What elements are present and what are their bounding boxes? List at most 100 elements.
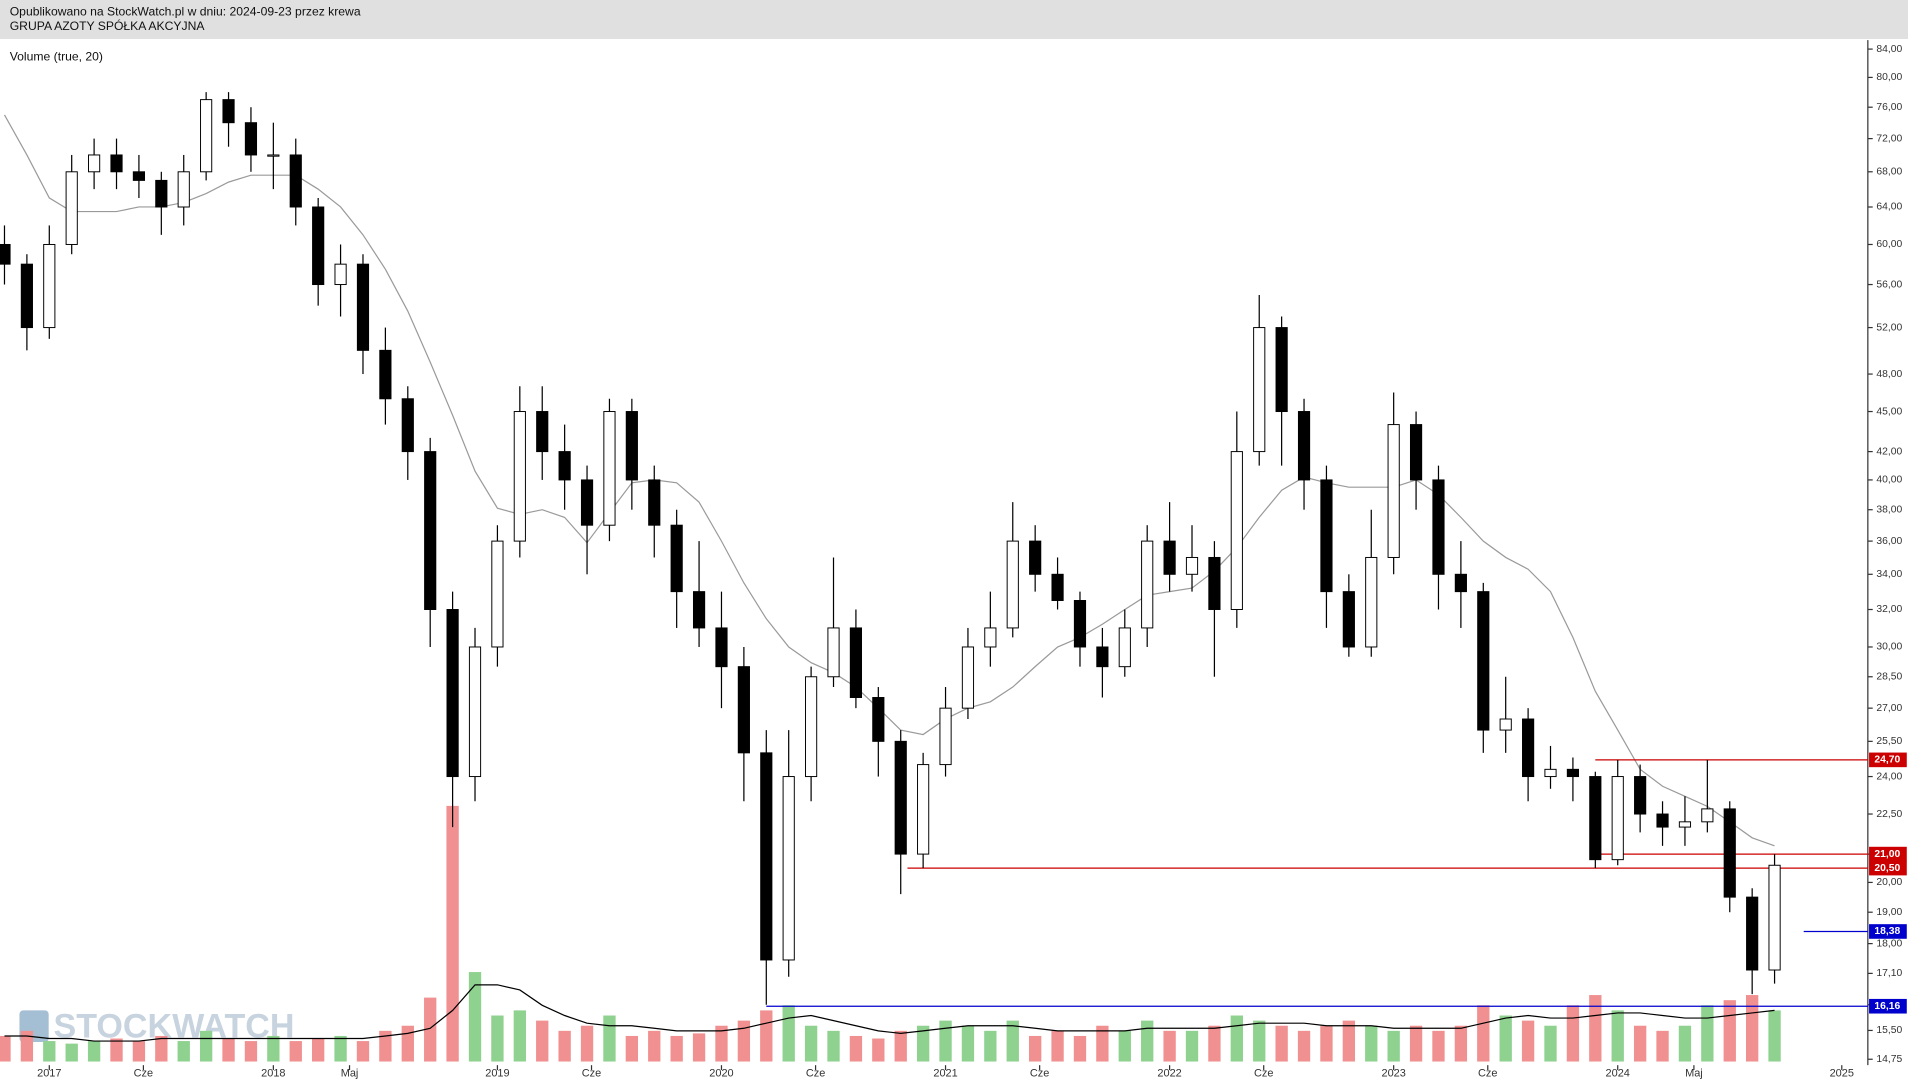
volume-bar bbox=[1051, 1030, 1064, 1062]
y-tick-label: 24,00 bbox=[1876, 771, 1902, 782]
volume-bar bbox=[1006, 1020, 1019, 1062]
volume-bar bbox=[603, 1015, 616, 1062]
candle-body bbox=[1589, 776, 1602, 861]
volume-bar bbox=[558, 1030, 571, 1062]
y-tick-label: 72,00 bbox=[1876, 133, 1902, 144]
volume-bar bbox=[1208, 1025, 1221, 1062]
candle-body bbox=[491, 540, 504, 648]
volume-bar bbox=[267, 1035, 280, 1062]
volume-bar bbox=[177, 1041, 190, 1062]
candle-body bbox=[1432, 479, 1445, 575]
volume-bar bbox=[1253, 1020, 1266, 1062]
volume-bar bbox=[1230, 1015, 1243, 1062]
volume-bar bbox=[760, 1010, 773, 1062]
candle-body bbox=[1678, 821, 1692, 828]
volume-bar bbox=[1141, 1020, 1154, 1062]
y-tick-label: 42,00 bbox=[1876, 446, 1902, 457]
level-label: 16,16 bbox=[1874, 1001, 1900, 1012]
volume-bar bbox=[20, 1030, 34, 1062]
volume-bar bbox=[199, 1030, 213, 1062]
volume-bar bbox=[1477, 1005, 1490, 1062]
volume-bar bbox=[782, 1005, 795, 1062]
candle-body bbox=[1365, 556, 1378, 648]
candle-body bbox=[1634, 776, 1647, 815]
y-tick-label: 32,00 bbox=[1876, 604, 1902, 615]
x-tick-label: 2017 bbox=[37, 1068, 61, 1080]
volume-bar bbox=[1275, 1025, 1288, 1062]
candle-body bbox=[1141, 540, 1154, 629]
volume-bar bbox=[1521, 1020, 1535, 1062]
y-tick-label: 15,50 bbox=[1876, 1025, 1902, 1036]
x-tick-label: 2021 bbox=[933, 1068, 957, 1080]
candle-body bbox=[334, 263, 347, 286]
volume-bar bbox=[356, 1041, 370, 1062]
candle-body bbox=[1342, 591, 1355, 648]
candle-body bbox=[132, 171, 146, 181]
y-tick-label: 60,00 bbox=[1876, 239, 1902, 250]
candle-body bbox=[200, 99, 213, 173]
y-tick-label: 80,00 bbox=[1876, 72, 1902, 83]
candle-body bbox=[267, 154, 280, 157]
x-tick-label: Cze bbox=[582, 1068, 601, 1080]
candle-body bbox=[1499, 718, 1512, 731]
y-tick-label: 64,00 bbox=[1876, 202, 1902, 213]
y-tick-label: 76,00 bbox=[1876, 102, 1902, 113]
candle-body bbox=[1051, 573, 1064, 601]
level-label: 24,70 bbox=[1874, 755, 1900, 766]
candle-body bbox=[917, 764, 930, 855]
volume-bar bbox=[87, 1041, 101, 1062]
volume-bar bbox=[0, 1035, 11, 1062]
candle-body bbox=[155, 179, 168, 208]
y-tick-label: 84,00 bbox=[1876, 44, 1902, 55]
level-label-box bbox=[1869, 752, 1907, 768]
y-tick-label: 36,00 bbox=[1876, 536, 1902, 547]
volume-bar bbox=[1409, 1025, 1423, 1062]
y-tick-label: 48,00 bbox=[1876, 369, 1902, 380]
candle-body bbox=[536, 411, 549, 453]
candle-body bbox=[289, 154, 302, 208]
volume-bar bbox=[580, 1025, 594, 1062]
candle-body bbox=[648, 479, 661, 526]
level-label-box bbox=[1869, 998, 1907, 1014]
volume-bar bbox=[715, 1025, 728, 1062]
candle-body bbox=[1723, 808, 1736, 898]
volume-bar bbox=[513, 1010, 526, 1062]
volume-bar bbox=[244, 1041, 258, 1062]
candle-body bbox=[65, 171, 78, 245]
level-label-box bbox=[1869, 860, 1907, 876]
candle-body bbox=[244, 122, 258, 156]
volume-bar bbox=[1342, 1020, 1356, 1062]
candle-body bbox=[1656, 813, 1669, 828]
candle-body bbox=[1208, 556, 1221, 610]
candle-body bbox=[0, 243, 11, 265]
volume-bar bbox=[1678, 1025, 1692, 1062]
volume-bar bbox=[1633, 1025, 1647, 1062]
volume-bar bbox=[1454, 1025, 1468, 1062]
ma-line bbox=[3, 114, 1775, 847]
volume-bar bbox=[1656, 1030, 1669, 1062]
candle-body bbox=[715, 627, 728, 668]
y-tick-label: 56,00 bbox=[1876, 279, 1902, 290]
candle-body bbox=[1163, 540, 1176, 575]
volume-bar bbox=[379, 1030, 392, 1062]
volume-bar bbox=[289, 1041, 302, 1062]
candle-body bbox=[1768, 864, 1781, 971]
volume-bar bbox=[1499, 1015, 1512, 1062]
volume-bar bbox=[222, 1038, 235, 1062]
candle-body bbox=[984, 627, 997, 648]
candle-body bbox=[805, 676, 818, 778]
volume-bar bbox=[916, 1025, 930, 1062]
candle-body bbox=[1096, 646, 1109, 668]
candle-body bbox=[356, 263, 370, 351]
candle-body bbox=[424, 451, 437, 610]
candle-body bbox=[1230, 451, 1243, 610]
candle-body bbox=[1746, 896, 1759, 971]
y-tick-label: 22,50 bbox=[1876, 809, 1902, 820]
candle-body bbox=[1701, 808, 1714, 823]
candle-body bbox=[222, 99, 235, 124]
volume-bar bbox=[334, 1035, 347, 1062]
volume-bar bbox=[1185, 1030, 1199, 1062]
header-bar bbox=[0, 0, 1908, 39]
candle-body bbox=[760, 752, 773, 961]
y-tick-label: 45,00 bbox=[1876, 406, 1902, 417]
